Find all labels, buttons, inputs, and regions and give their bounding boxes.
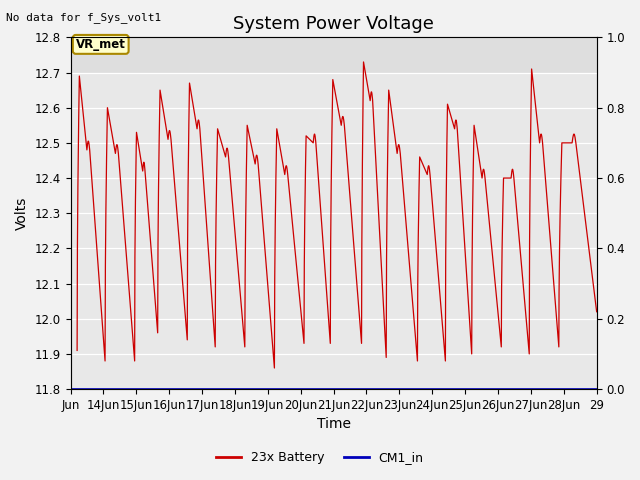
Text: VR_met: VR_met [76,38,125,51]
Bar [70,37,596,72]
Legend: 23x Battery, CM1_in: 23x Battery, CM1_in [211,446,429,469]
X-axis label: Time: Time [317,418,351,432]
Y-axis label: Volts: Volts [15,196,29,230]
Text: No data for f_Sys_volt1: No data for f_Sys_volt1 [6,12,162,23]
Title: System Power Voltage: System Power Voltage [233,15,434,33]
